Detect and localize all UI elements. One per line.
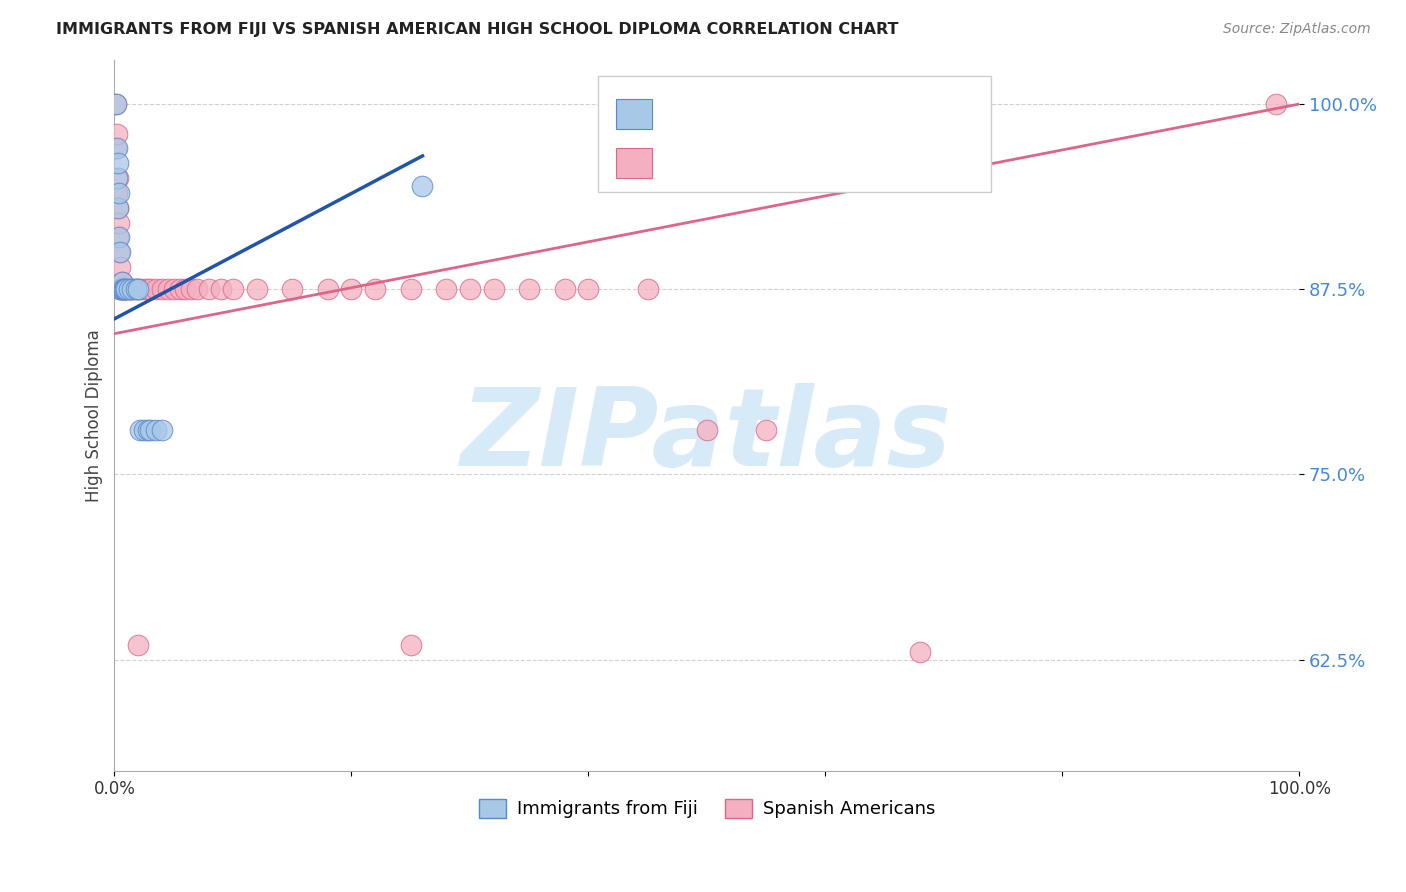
Text: R =: R =: [658, 100, 697, 118]
Point: [108, 186, 131, 200]
Point: [399, 638, 422, 652]
Point: [411, 178, 433, 193]
Point: [121, 282, 143, 296]
Point: [108, 230, 131, 244]
Text: 0.172: 0.172: [703, 149, 755, 167]
Point: [107, 156, 129, 170]
Point: [129, 282, 152, 296]
Point: [186, 282, 208, 296]
Point: [114, 282, 136, 296]
Point: [150, 282, 173, 296]
Point: [517, 282, 540, 296]
Point: [111, 282, 134, 296]
Point: [115, 282, 138, 296]
Text: N =: N =: [749, 100, 801, 118]
Point: [245, 282, 267, 296]
Point: [209, 282, 232, 296]
Text: Source: ZipAtlas.com: Source: ZipAtlas.com: [1223, 22, 1371, 37]
Text: 58: 58: [799, 149, 821, 167]
Point: [637, 282, 659, 296]
Point: [110, 282, 132, 296]
Point: [169, 282, 191, 296]
Point: [434, 282, 457, 296]
Point: [112, 282, 135, 296]
Point: [139, 282, 162, 296]
Point: [114, 282, 136, 296]
Text: R =: R =: [658, 149, 703, 167]
Point: [105, 186, 128, 200]
Text: ZIPatlas: ZIPatlas: [461, 384, 952, 490]
Point: [117, 282, 139, 296]
Point: [104, 97, 127, 112]
Text: 26: 26: [799, 100, 821, 118]
Point: [127, 638, 149, 652]
Point: [117, 282, 139, 296]
Point: [110, 282, 132, 296]
Text: IMMIGRANTS FROM FIJI VS SPANISH AMERICAN HIGH SCHOOL DIPLOMA CORRELATION CHART: IMMIGRANTS FROM FIJI VS SPANISH AMERICAN…: [56, 22, 898, 37]
Point: [105, 141, 128, 155]
Point: [121, 282, 143, 296]
Point: [458, 282, 481, 296]
Point: [482, 282, 505, 296]
Point: [150, 423, 173, 437]
Point: [111, 282, 134, 296]
Point: [576, 282, 599, 296]
Point: [127, 282, 149, 296]
Point: [174, 282, 197, 296]
Text: N =: N =: [749, 149, 801, 167]
Point: [111, 282, 134, 296]
Point: [136, 423, 159, 437]
Point: [554, 282, 576, 296]
Point: [110, 282, 132, 296]
Point: [399, 282, 422, 296]
Point: [755, 423, 778, 437]
Point: [1264, 97, 1286, 112]
Point: [132, 282, 155, 296]
Point: [104, 97, 127, 112]
Point: [110, 282, 132, 296]
Point: [107, 171, 129, 186]
Point: [107, 230, 129, 244]
Point: [112, 282, 135, 296]
Point: [104, 141, 127, 155]
Point: [125, 282, 148, 296]
Legend: Immigrants from Fiji, Spanish Americans: Immigrants from Fiji, Spanish Americans: [471, 792, 942, 826]
Point: [145, 282, 167, 296]
Point: [145, 423, 167, 437]
Point: [129, 423, 152, 437]
Point: [110, 275, 132, 289]
Text: 0.389: 0.389: [700, 100, 752, 118]
Point: [115, 282, 138, 296]
Point: [108, 216, 131, 230]
Point: [281, 282, 304, 296]
Point: [115, 282, 138, 296]
Point: [127, 282, 149, 296]
Point: [105, 171, 128, 186]
Point: [364, 282, 387, 296]
Point: [125, 282, 148, 296]
Y-axis label: High School Diploma: High School Diploma: [86, 329, 103, 501]
Point: [180, 282, 202, 296]
Point: [136, 282, 159, 296]
Point: [139, 423, 162, 437]
Point: [110, 245, 132, 260]
Point: [118, 282, 141, 296]
Point: [108, 245, 131, 260]
Point: [110, 282, 132, 296]
Point: [105, 127, 128, 141]
Point: [198, 282, 221, 296]
Point: [340, 282, 363, 296]
Point: [156, 282, 179, 296]
Point: [121, 282, 143, 296]
Point: [222, 282, 245, 296]
Point: [696, 423, 718, 437]
Point: [110, 275, 132, 289]
Point: [107, 201, 129, 215]
Point: [110, 260, 132, 274]
Point: [163, 282, 186, 296]
Point: [908, 645, 931, 659]
Point: [107, 201, 129, 215]
Point: [316, 282, 339, 296]
Point: [132, 423, 155, 437]
